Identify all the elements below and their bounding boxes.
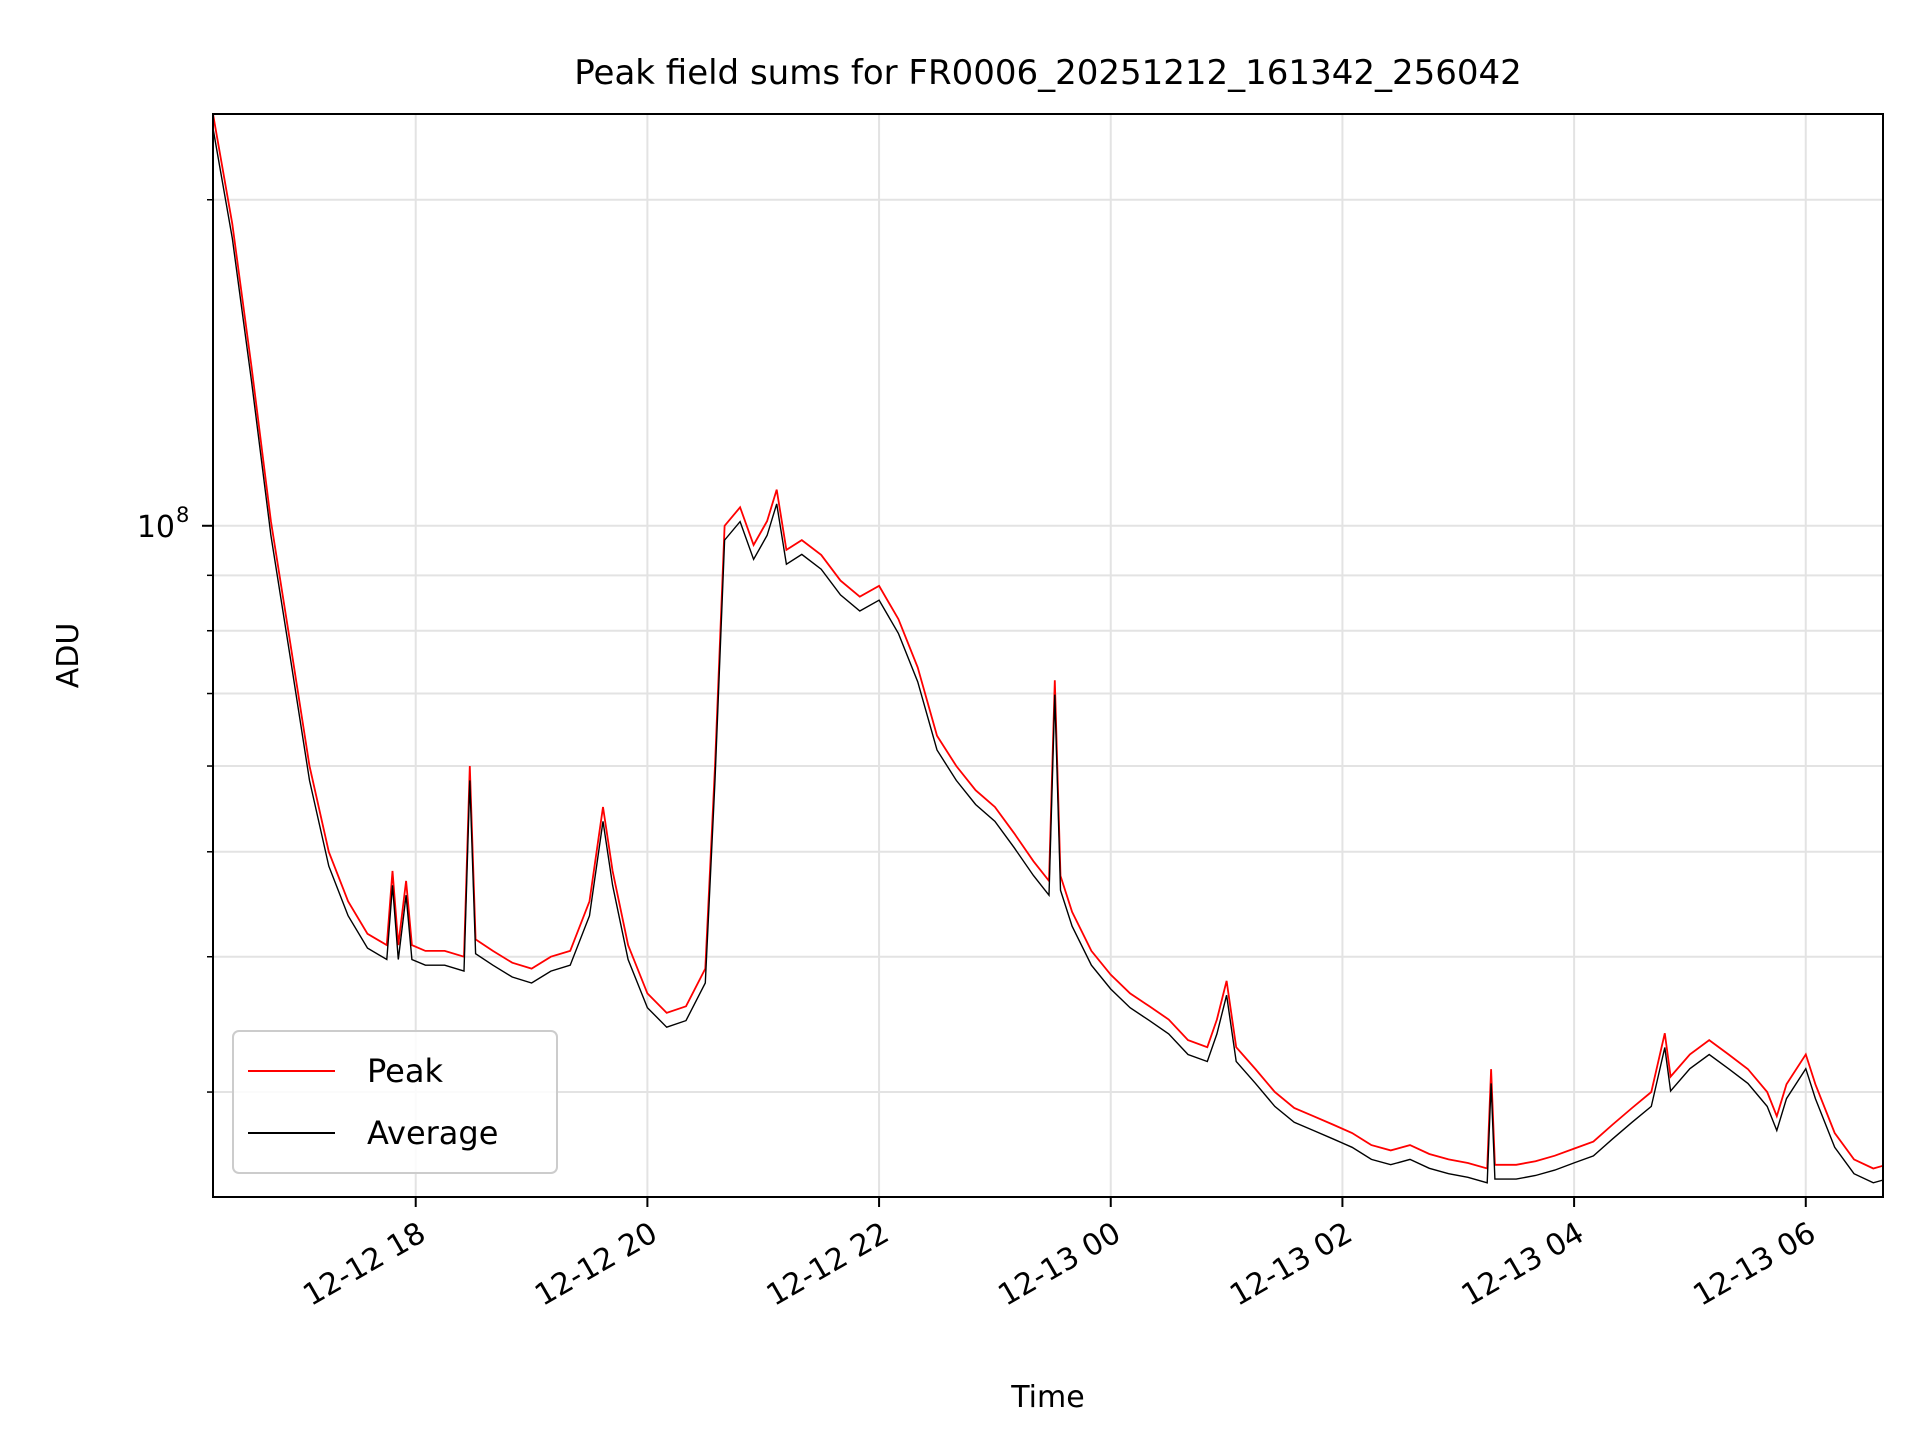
x-tick-label: 12-12 18	[297, 1216, 431, 1314]
series-line-average	[213, 128, 1883, 1184]
series-layer	[213, 114, 1883, 1184]
legend-box	[232, 1030, 558, 1174]
legend-label-average: Average	[367, 1114, 498, 1152]
chart-title: Peak field sums for FR0006_20251212_1613…	[574, 53, 1522, 93]
legend: Peak Average	[232, 1030, 558, 1174]
x-tick-label: 12-13 02	[1224, 1216, 1358, 1314]
x-tick-label: 12-12 20	[529, 1216, 663, 1314]
y-tick-label-exponent: 8	[176, 503, 189, 527]
x-tick-label: 12-12 22	[761, 1216, 895, 1314]
x-axis-label: Time	[1010, 1380, 1084, 1415]
series-line-peak	[213, 114, 1883, 1170]
y-axis-ticks: 10 8	[137, 199, 213, 1093]
x-axis-ticks: 12-12 18 12-12 20 12-12 22 12-13 00 12-13 02…	[297, 1197, 1822, 1314]
y-tick-label: 10	[137, 510, 175, 545]
y-axis-label: ADU	[51, 623, 86, 689]
plot-frame	[212, 113, 1884, 1198]
x-tick-label: 12-13 00	[992, 1216, 1126, 1314]
legend-label-peak: Peak	[367, 1052, 443, 1090]
x-tick-label: 12-13 04	[1456, 1216, 1590, 1314]
grid-lines	[213, 114, 1883, 1197]
x-tick-label: 12-13 06	[1687, 1216, 1821, 1314]
